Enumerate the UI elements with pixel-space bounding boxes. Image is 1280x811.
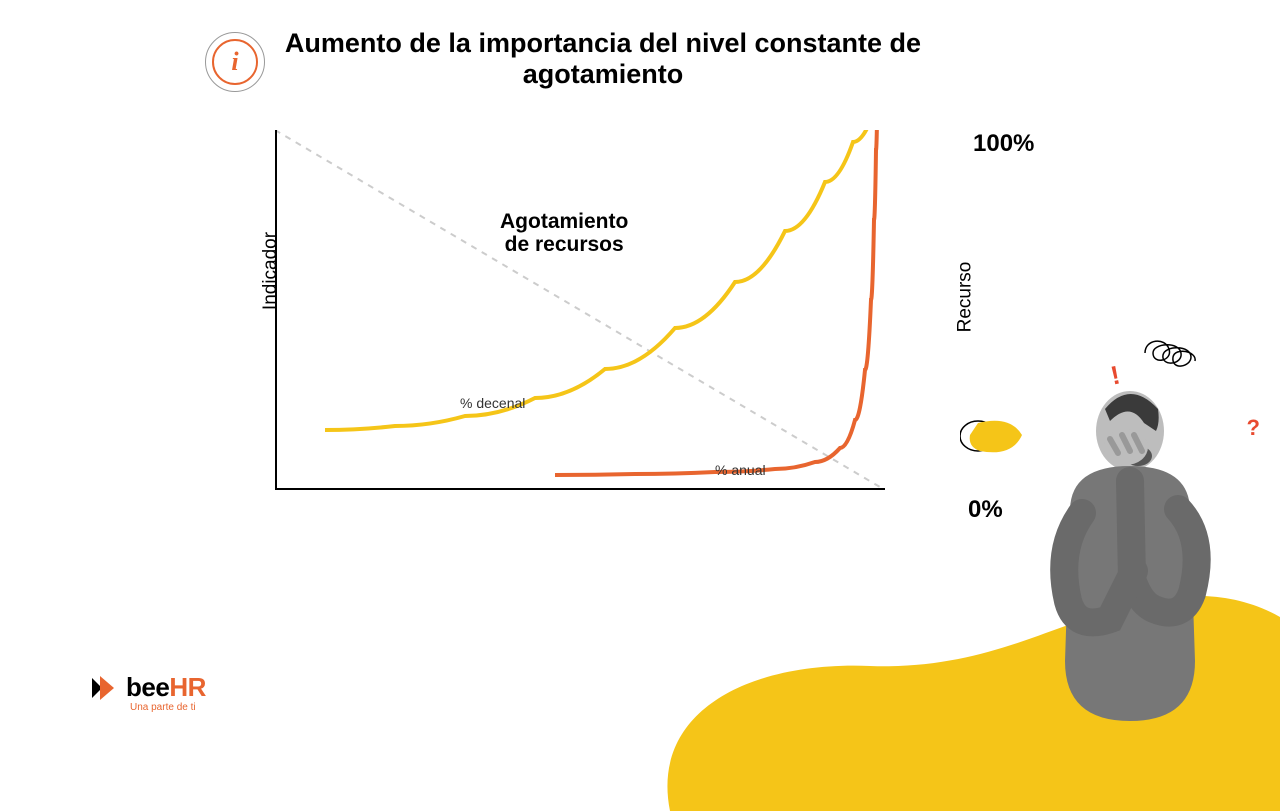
lightbulb-icon	[960, 411, 1030, 461]
chart-center-label: Agotamientode recursos	[500, 210, 628, 256]
page-title: Aumento de la importancia del nivel cons…	[283, 28, 923, 90]
logo-text-bee: bee	[126, 672, 169, 702]
logo-text-hr: HR	[169, 672, 206, 702]
info-icon: i	[205, 32, 265, 92]
y-right-axis-label: Recurso	[954, 262, 976, 333]
y-left-axis-label: Indicador	[260, 232, 282, 310]
series-label-decenal: % decenal	[460, 395, 525, 411]
scribble-icon	[1135, 331, 1205, 376]
series-label-anual: % anual	[715, 462, 766, 478]
yellow-blob	[610, 491, 1280, 811]
exclamation-icon: !	[1108, 359, 1123, 391]
y-top-tick-label: 100%	[973, 130, 1034, 158]
series-decenal	[325, 130, 870, 430]
question-icon: ?	[1247, 415, 1260, 441]
diagonal-guide	[275, 130, 885, 490]
brand-logo: beeHR	[90, 672, 206, 703]
logo-tagline: Una parte de ti	[130, 702, 196, 713]
logo-icon	[90, 674, 120, 702]
exhaustion-chart	[275, 130, 885, 490]
